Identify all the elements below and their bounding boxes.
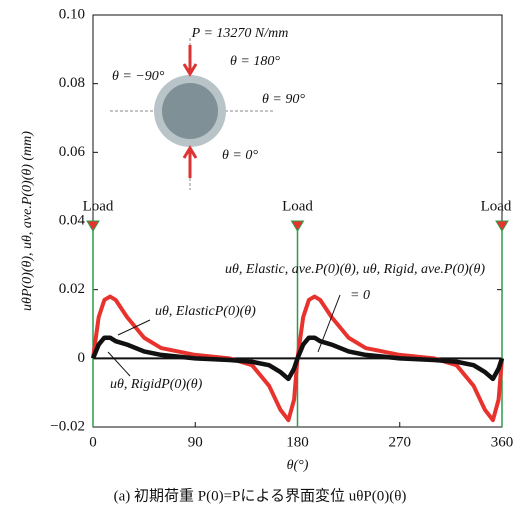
x-tick-label: 0 bbox=[89, 434, 97, 450]
y-tick-label: 0.06 bbox=[59, 144, 86, 160]
inset-arrow bbox=[182, 45, 198, 77]
annotation: uθ, ElasticP(0)(θ) bbox=[155, 304, 256, 319]
annotation: θ = 180° bbox=[230, 54, 280, 69]
y-tick-label: 0 bbox=[78, 350, 86, 366]
y-tick-label: 0.04 bbox=[59, 212, 86, 228]
load-label: Load bbox=[83, 198, 114, 214]
annotation: P = 13270 N/mm bbox=[191, 26, 289, 41]
leader bbox=[117, 319, 151, 336]
load-marker bbox=[290, 220, 305, 232]
x-tick-label: 360 bbox=[491, 434, 514, 450]
x-tick-label: 90 bbox=[188, 434, 203, 450]
inset-arrow bbox=[182, 145, 198, 178]
y-tick-label: 0.08 bbox=[59, 75, 85, 91]
annotation: uθ, RigidP(0)(θ) bbox=[110, 377, 203, 392]
annotation: θ = 90° bbox=[262, 92, 305, 107]
annotation: uθ, Elastic, ave.P(0)(θ), uθ, Rigid, ave… bbox=[225, 262, 485, 277]
x-axis-label: θ(°) bbox=[287, 458, 309, 473]
leader bbox=[317, 294, 341, 353]
y-axis-label: uθP(0)(θ), uθ, ave.P(0)(θ) (mm) bbox=[20, 131, 35, 311]
inset-inner bbox=[162, 83, 218, 139]
series-line bbox=[90, 335, 505, 382]
load-marker bbox=[495, 220, 509, 232]
caption: (a) 初期荷重 P(0)=Pによる界面変位 uθP(0)(θ) bbox=[114, 487, 407, 504]
load-marker bbox=[86, 220, 100, 232]
y-tick-label: −0.02 bbox=[50, 418, 85, 434]
annotation: θ = −90° bbox=[112, 69, 165, 84]
y-tick-label: 0.02 bbox=[59, 281, 85, 297]
annotation: = 0 bbox=[350, 288, 370, 303]
leader bbox=[107, 351, 131, 377]
annotation: θ = 0° bbox=[222, 148, 258, 163]
x-tick-label: 270 bbox=[389, 434, 412, 450]
x-tick-label: 180 bbox=[286, 434, 309, 450]
inset-diagram bbox=[110, 38, 275, 190]
load-label: Load bbox=[282, 198, 313, 214]
y-tick-label: 0.10 bbox=[59, 6, 85, 22]
load-label: Load bbox=[481, 198, 512, 214]
